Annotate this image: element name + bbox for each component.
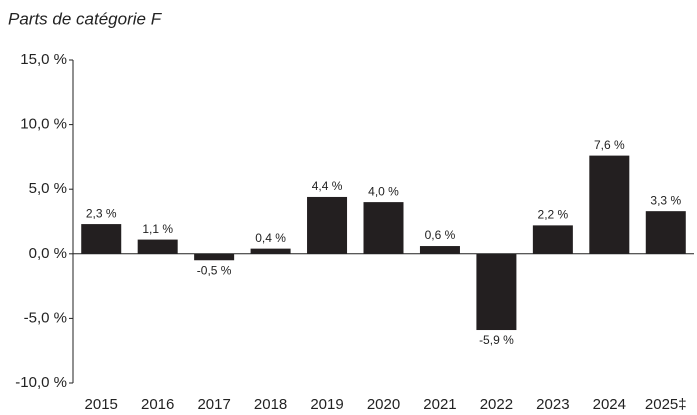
- value-label: 0,6 %: [425, 228, 456, 242]
- x-tick-label: 2015: [85, 396, 118, 413]
- bar: [645, 211, 686, 254]
- value-label: 3,3 %: [650, 193, 681, 207]
- y-tick-label: 5,0 %: [29, 180, 67, 197]
- y-tick-label: -5,0 %: [24, 309, 67, 326]
- bar: [194, 253, 235, 261]
- x-tick-label: 2019: [310, 396, 343, 413]
- x-tick-label: 2021: [423, 396, 456, 413]
- bar: [363, 202, 404, 254]
- x-tick-label: 2020: [367, 396, 400, 413]
- x-tick-label: 2017: [197, 396, 230, 413]
- value-label: -5,9 %: [479, 333, 514, 347]
- value-label: -0,5 %: [197, 263, 232, 277]
- value-label: 1,1 %: [142, 222, 173, 236]
- x-tick-label: 2025‡: [645, 396, 687, 413]
- bar: [476, 253, 517, 331]
- bar: [532, 225, 573, 254]
- y-tick-label: -10,0 %: [15, 374, 67, 391]
- y-tick-label: 10,0 %: [20, 116, 67, 133]
- y-tick-label: 15,0 %: [20, 51, 67, 68]
- value-label: 7,6 %: [594, 138, 625, 152]
- x-tick-label: 2024: [593, 396, 626, 413]
- bar: [419, 246, 460, 254]
- x-tick-label: 2018: [254, 396, 287, 413]
- y-axis-title: Parts de catégorie F: [8, 9, 163, 28]
- bar: [589, 155, 630, 254]
- value-label: 2,3 %: [86, 206, 117, 220]
- value-label: 4,0 %: [368, 184, 399, 198]
- bar: [250, 248, 291, 254]
- bar: [307, 196, 348, 254]
- value-label: 4,4 %: [312, 179, 343, 193]
- x-tick-label: 2016: [141, 396, 174, 413]
- bar: [137, 239, 178, 254]
- value-label: 0,4 %: [255, 231, 286, 245]
- bar: [81, 224, 122, 254]
- value-label: 2,2 %: [538, 208, 569, 222]
- y-tick-label: 0,0 %: [29, 245, 67, 262]
- x-tick-label: 2022: [480, 396, 513, 413]
- x-tick-label: 2023: [536, 396, 569, 413]
